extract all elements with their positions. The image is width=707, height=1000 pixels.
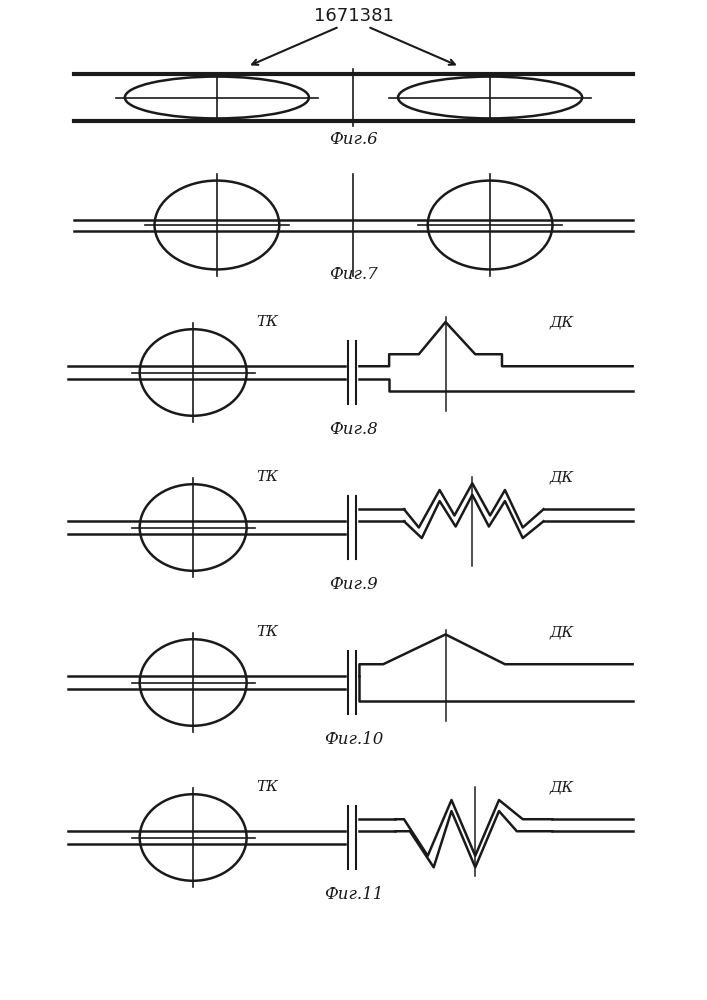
Text: ДК: ДК xyxy=(549,315,573,329)
Text: Фиг.10: Фиг.10 xyxy=(324,731,383,748)
Text: ДК: ДК xyxy=(549,625,573,639)
Text: 1671381: 1671381 xyxy=(314,7,393,25)
Text: Фиг.7: Фиг.7 xyxy=(329,266,378,283)
Text: ТК: ТК xyxy=(257,315,279,329)
Text: ТК: ТК xyxy=(257,780,279,794)
Text: Фиг.6: Фиг.6 xyxy=(329,131,378,148)
Text: ДК: ДК xyxy=(549,470,573,484)
Text: ДК: ДК xyxy=(549,780,573,794)
Text: Фиг.11: Фиг.11 xyxy=(324,886,383,903)
Text: ТК: ТК xyxy=(257,625,279,639)
Text: ТК: ТК xyxy=(257,470,279,484)
Text: Фиг.9: Фиг.9 xyxy=(329,576,378,593)
Text: Фиг.8: Фиг.8 xyxy=(329,421,378,438)
